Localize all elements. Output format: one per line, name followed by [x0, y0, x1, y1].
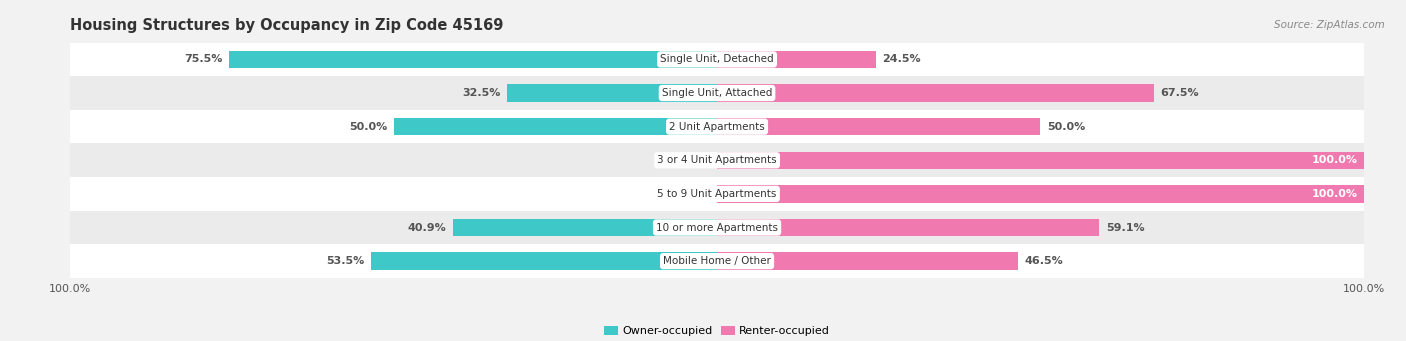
Bar: [717, 84, 1154, 102]
Legend: Owner-occupied, Renter-occupied: Owner-occupied, Renter-occupied: [600, 322, 834, 341]
Text: 0.0%: 0.0%: [681, 155, 710, 165]
Text: 100.0%: 100.0%: [1312, 189, 1357, 199]
Bar: [229, 51, 717, 68]
Bar: [717, 51, 876, 68]
Text: Single Unit, Detached: Single Unit, Detached: [661, 55, 773, 64]
Text: 40.9%: 40.9%: [408, 223, 446, 233]
Text: 2 Unit Apartments: 2 Unit Apartments: [669, 122, 765, 132]
Text: Mobile Home / Other: Mobile Home / Other: [664, 256, 770, 266]
Bar: [394, 118, 717, 135]
Bar: [717, 252, 1018, 270]
Text: 59.1%: 59.1%: [1105, 223, 1144, 233]
Bar: [453, 219, 717, 236]
Bar: [70, 177, 1364, 211]
Text: 50.0%: 50.0%: [349, 122, 387, 132]
Text: Single Unit, Attached: Single Unit, Attached: [662, 88, 772, 98]
Bar: [70, 43, 1364, 76]
Bar: [70, 211, 1364, 244]
Text: 0.0%: 0.0%: [681, 189, 710, 199]
Text: 67.5%: 67.5%: [1160, 88, 1199, 98]
Text: 24.5%: 24.5%: [882, 55, 921, 64]
Bar: [506, 84, 717, 102]
Bar: [70, 76, 1364, 110]
Text: 5 to 9 Unit Apartments: 5 to 9 Unit Apartments: [658, 189, 776, 199]
Text: 32.5%: 32.5%: [463, 88, 501, 98]
Bar: [70, 244, 1364, 278]
Bar: [717, 118, 1040, 135]
Text: 50.0%: 50.0%: [1047, 122, 1085, 132]
Bar: [70, 110, 1364, 144]
Bar: [70, 144, 1364, 177]
Text: 46.5%: 46.5%: [1024, 256, 1063, 266]
Text: Source: ZipAtlas.com: Source: ZipAtlas.com: [1274, 20, 1385, 30]
Bar: [717, 219, 1099, 236]
Text: 75.5%: 75.5%: [184, 55, 222, 64]
Bar: [371, 252, 717, 270]
Bar: [717, 151, 1364, 169]
Text: 3 or 4 Unit Apartments: 3 or 4 Unit Apartments: [657, 155, 778, 165]
Text: Housing Structures by Occupancy in Zip Code 45169: Housing Structures by Occupancy in Zip C…: [70, 18, 503, 33]
Text: 53.5%: 53.5%: [326, 256, 364, 266]
Text: 10 or more Apartments: 10 or more Apartments: [657, 223, 778, 233]
Text: 100.0%: 100.0%: [1312, 155, 1357, 165]
Bar: [717, 185, 1364, 203]
